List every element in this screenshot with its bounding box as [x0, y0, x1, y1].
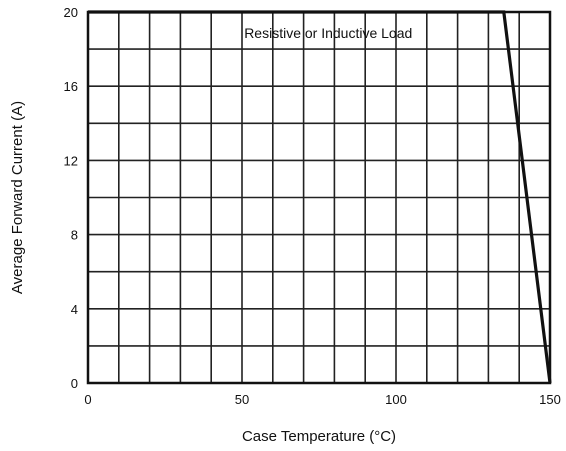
x-axis-title: Case Temperature (°C) [242, 428, 396, 445]
y-tick-label: 20 [64, 5, 78, 20]
x-tick-label: 0 [84, 392, 91, 407]
grid-lines [88, 12, 550, 383]
x-tick-label: 50 [235, 392, 249, 407]
y-axis-title: Average Forward Current (A) [9, 101, 26, 294]
x-tick-label: 100 [385, 392, 407, 407]
plot-frame [86, 10, 552, 385]
y-tick-labels: 0 4 8 12 16 20 [64, 5, 78, 391]
x-tick-labels: 0 50 100 150 [84, 392, 560, 407]
load-annotation: Resistive or Inductive Load [244, 25, 412, 41]
y-tick-label: 8 [71, 228, 78, 243]
x-tick-label: 150 [539, 392, 561, 407]
y-tick-label: 4 [71, 302, 78, 317]
y-tick-label: 12 [64, 153, 78, 168]
y-tick-label: 16 [64, 79, 78, 94]
y-tick-label: 0 [71, 376, 78, 391]
